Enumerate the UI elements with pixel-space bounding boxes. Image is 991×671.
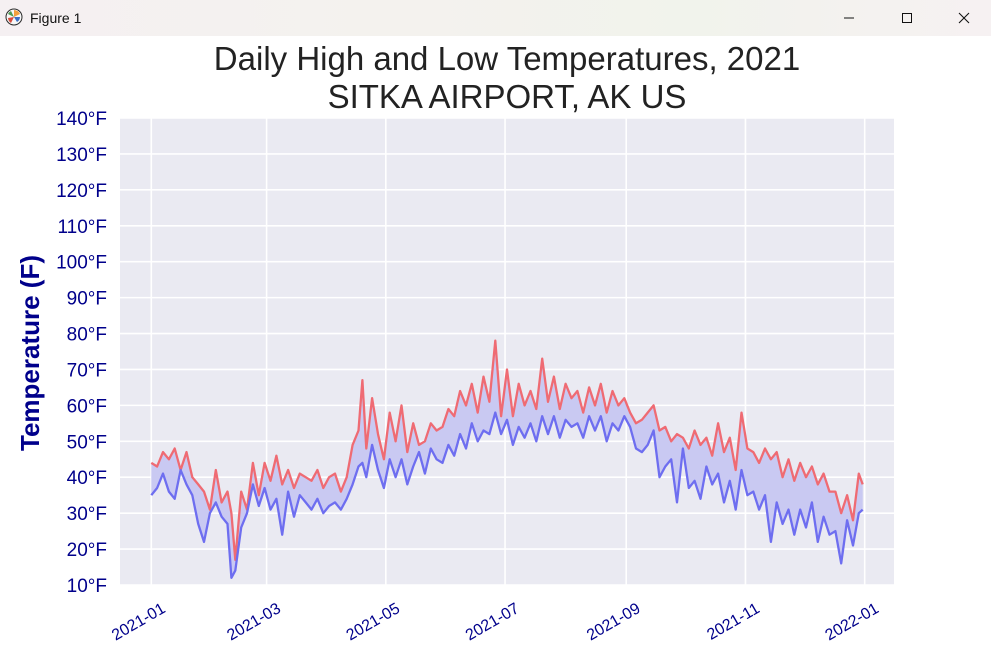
high-low-fill — [151, 340, 863, 578]
x-tick-label: 2021-01 — [109, 600, 168, 644]
close-icon — [958, 12, 970, 24]
y-tick-label: 50°F — [67, 432, 107, 453]
y-tick-label: 30°F — [67, 504, 107, 525]
x-tick-label: 2022-01 — [823, 600, 882, 644]
minimize-button[interactable] — [820, 0, 878, 36]
maximize-icon — [902, 13, 912, 23]
x-tick-label: 2021-07 — [463, 600, 522, 644]
y-tick-label: 40°F — [67, 468, 107, 489]
y-tick-label: 90°F — [67, 289, 107, 310]
plot-area — [120, 118, 894, 585]
title-bar[interactable]: Figure 1 — [0, 0, 991, 36]
high-temperature-line — [150, 339, 864, 562]
x-tick-label: 2021-09 — [584, 600, 643, 644]
y-tick-label: 60°F — [67, 396, 107, 417]
y-tick-label: 130°F — [56, 145, 107, 166]
y-tick-label: 10°F — [67, 576, 107, 597]
close-button[interactable] — [935, 0, 991, 36]
y-tick-label: 120°F — [56, 181, 107, 202]
maximize-button[interactable] — [878, 0, 936, 36]
chart-subtitle: SITKA AIRPORT, AK US — [328, 78, 687, 115]
window-title: Figure 1 — [30, 10, 82, 26]
y-tick-labels: 10°F 20°F 30°F 40°F 50°F 60°F 70°F 80°F 90°F 100°… — [56, 109, 107, 597]
y-tick-label: 110°F — [58, 217, 108, 238]
y-tick-label: 80°F — [67, 325, 107, 346]
y-tick-label: 70°F — [67, 360, 107, 381]
temperature-chart: Daily High and Low Temperatures, 2021 SI… — [15, 40, 894, 644]
x-tick-label: 2021-11 — [704, 600, 762, 644]
chart-title: Daily High and Low Temperatures, 2021 — [214, 40, 800, 77]
low-temperature-line — [150, 411, 864, 579]
matplotlib-logo-icon — [5, 8, 23, 26]
x-tick-label: 2021-05 — [344, 600, 403, 644]
y-tick-label: 20°F — [67, 540, 107, 561]
y-axis-label: Temperature (F) — [15, 255, 45, 451]
y-tick-label: 140°F — [56, 109, 107, 130]
minimize-icon — [844, 17, 854, 19]
y-tick-label: 100°F — [56, 253, 107, 274]
x-tick-labels: 2021-01 2021-03 2021-05 2021-07 2021-09 2021-… — [109, 600, 882, 644]
x-tick-label: 2021-03 — [224, 600, 283, 644]
